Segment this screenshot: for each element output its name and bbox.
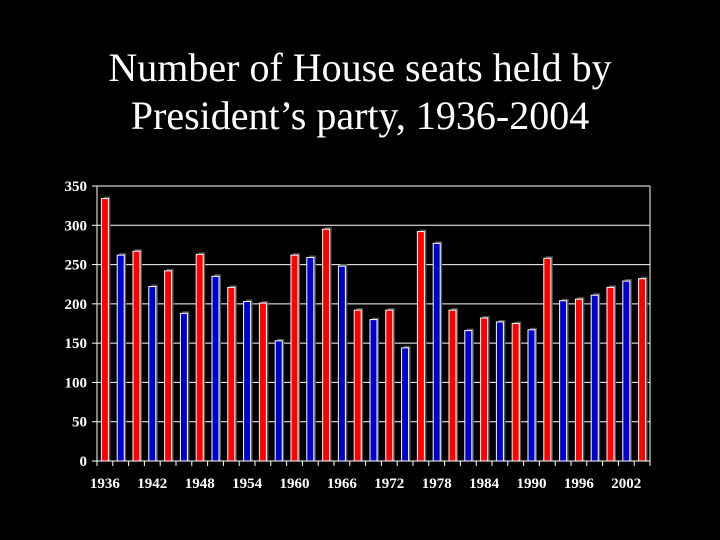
- bar-1946: [179, 312, 188, 462]
- bar-1968: [353, 309, 362, 462]
- x-tick-label: 1996: [564, 476, 595, 492]
- bar-1964: [322, 228, 331, 462]
- bar-1970: [369, 319, 378, 462]
- bar-1988: [511, 323, 520, 462]
- bar-1956: [258, 302, 267, 462]
- bar-1998: [590, 294, 599, 462]
- bar-1982: [464, 330, 473, 462]
- x-tick-label: 1990: [517, 476, 547, 492]
- y-tick-label: 300: [65, 218, 88, 234]
- bar-1972: [385, 309, 394, 462]
- bar-1984: [480, 317, 489, 462]
- bar-1978: [432, 242, 441, 462]
- bar-1950: [211, 275, 220, 462]
- y-tick-label: 250: [65, 258, 88, 274]
- bar-1958: [274, 340, 283, 462]
- bar-1976: [416, 231, 425, 462]
- bar-2002: [622, 280, 631, 462]
- y-tick-label: 50: [72, 415, 87, 431]
- bar-1986: [495, 321, 504, 462]
- bar-1960: [290, 254, 299, 462]
- y-tick-label: 0: [80, 454, 88, 470]
- x-tick-label: 1942: [137, 476, 167, 492]
- x-tick-label: 1984: [469, 476, 500, 492]
- chart-title-line-2: President’s party, 1936-2004: [130, 93, 590, 138]
- bar-1974: [401, 347, 410, 462]
- x-tick-label: 1978: [422, 476, 452, 492]
- x-tick-label: 1960: [280, 476, 310, 492]
- bar-1940: [132, 250, 141, 462]
- bar-2000: [606, 286, 615, 462]
- bar-1962: [306, 257, 315, 462]
- x-tick-label: 2002: [611, 476, 641, 492]
- bar-1996: [574, 298, 583, 462]
- chart-title: Number of House seats held by President’…: [0, 44, 720, 140]
- y-tick-label: 350: [65, 179, 88, 195]
- bar-1990: [527, 329, 536, 462]
- bar-1966: [337, 265, 346, 462]
- x-tick-label: 1948: [185, 476, 215, 492]
- bar-layer: [100, 196, 648, 462]
- y-tick-label: 100: [65, 375, 88, 391]
- x-tick-label: 1954: [232, 476, 263, 492]
- bar-1954: [243, 301, 252, 462]
- y-tick-label: 150: [65, 336, 88, 352]
- x-tick-label: 1936: [90, 476, 121, 492]
- chart-title-line-1: Number of House seats held by: [108, 45, 612, 90]
- bar-1936: [100, 198, 109, 462]
- bar-1944: [164, 270, 173, 462]
- bar-1952: [227, 286, 236, 462]
- x-tick-label: 1966: [327, 476, 358, 492]
- bar-1992: [543, 257, 552, 462]
- y-tick-label: 200: [65, 297, 88, 313]
- bar-1938: [116, 254, 125, 462]
- axis-layer: 0 50 100 150 200 250 300 350 1936 1942 1948 1954 196…: [65, 179, 651, 492]
- bar-1994: [559, 300, 568, 462]
- bar-2004: [638, 278, 647, 462]
- bar-1948: [195, 253, 204, 462]
- bar-1980: [448, 309, 457, 462]
- bar-1942: [148, 286, 157, 462]
- x-tick-label: 1972: [374, 476, 404, 492]
